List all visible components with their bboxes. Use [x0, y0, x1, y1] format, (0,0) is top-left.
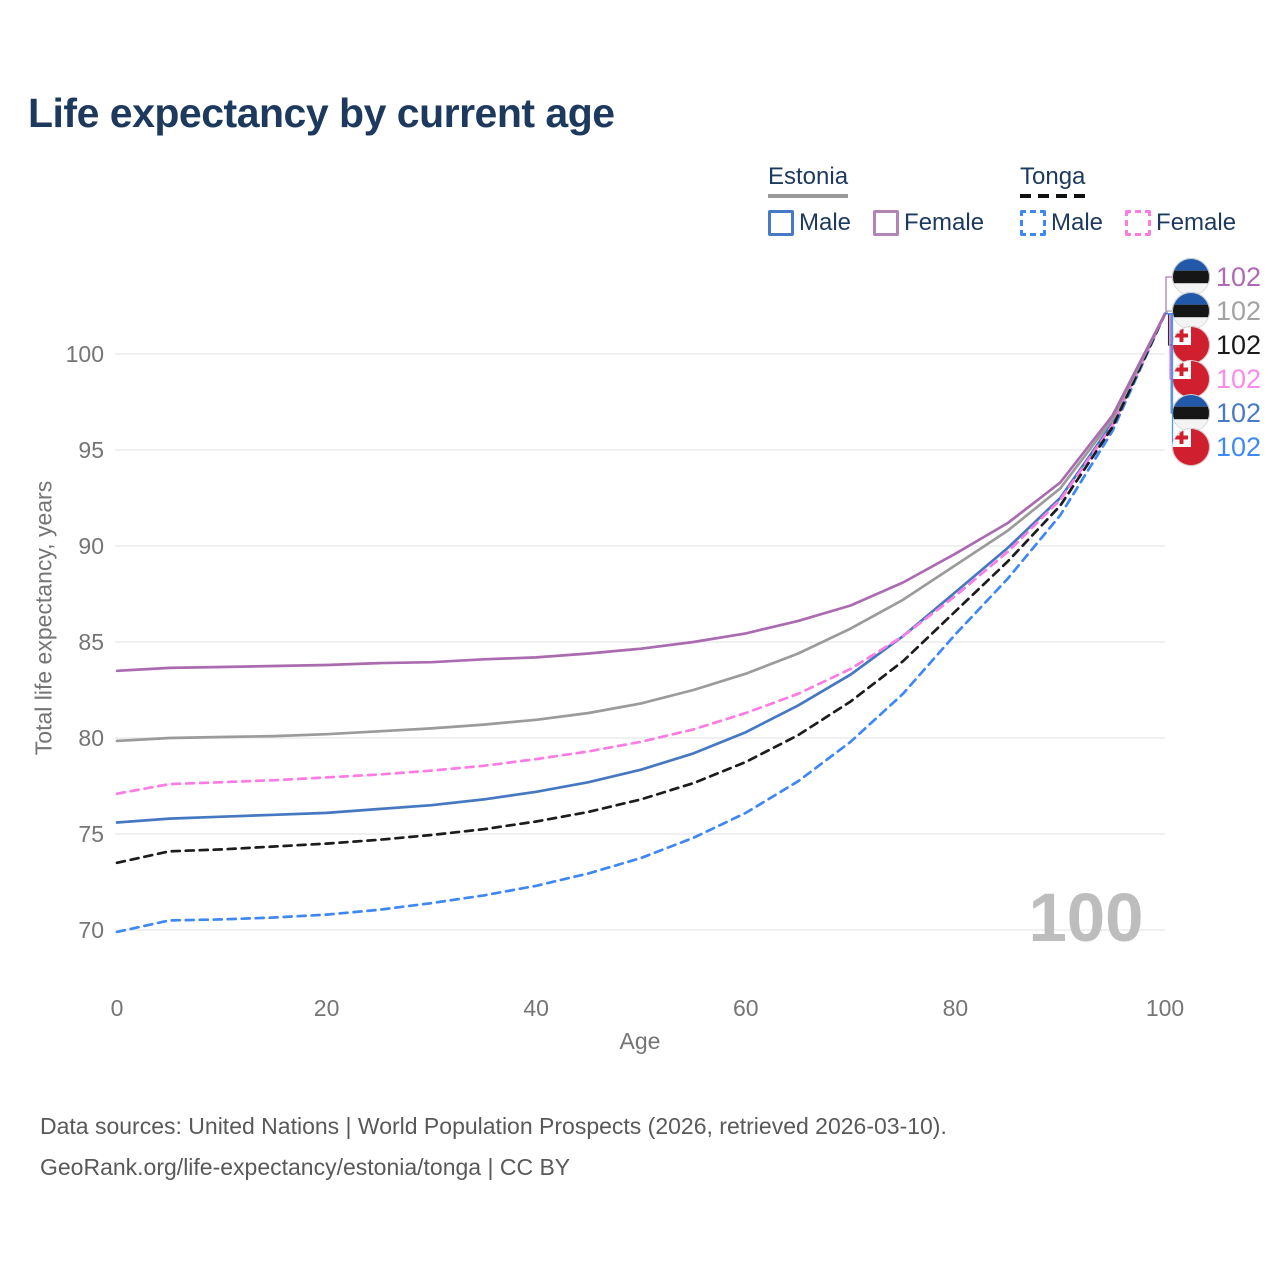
x-tick-label: 100: [1146, 995, 1184, 1021]
x-tick-label: 80: [943, 995, 969, 1021]
y-tick-label: 75: [78, 821, 104, 847]
y-tick-label: 70: [78, 917, 104, 943]
end-value-label-estonia-female: 102: [1216, 262, 1261, 292]
series-line-tonga-female[interactable]: [115, 312, 1167, 796]
end-value-label-estonia-male: 102: [1216, 398, 1261, 428]
legend-item-tonga-male[interactable]: Male: [1020, 209, 1103, 237]
end-value-label-tonga-total: 102: [1216, 330, 1261, 360]
x-tick-label: 20: [314, 995, 340, 1021]
series-line-tonga-male[interactable]: [115, 312, 1167, 934]
legend-item-estonia-male[interactable]: Male: [768, 209, 851, 237]
y-tick-label: 80: [78, 725, 104, 751]
series-line-estonia-female[interactable]: [115, 312, 1167, 673]
footer-source-line: Data sources: United Nations | World Pop…: [40, 1113, 947, 1139]
legend-group-tonga: Tonga Male Female: [1020, 163, 1236, 236]
footer: Data sources: United Nations | World Pop…: [40, 1106, 947, 1188]
page-title: Life expectancy by current age: [28, 90, 615, 136]
y-axis-title: Total life expectancy, years: [30, 480, 57, 756]
flag-icon-estonia: [1172, 292, 1210, 330]
legend-group-estonia: Estonia Male Female: [768, 163, 984, 236]
y-tick-label: 90: [78, 533, 104, 559]
x-axis-title: Age: [619, 1028, 661, 1054]
x-tick-label: 60: [733, 995, 759, 1021]
end-value-label-tonga-male: 102: [1216, 432, 1261, 462]
legend-item-label: Male: [799, 209, 852, 236]
flag-icon-tonga: [1172, 428, 1210, 466]
legend-item-estonia-female[interactable]: Female: [873, 209, 984, 237]
series-line-estonia-male[interactable]: [115, 312, 1167, 824]
tonga-female-swatch-icon: [1125, 210, 1152, 236]
flag-icon-estonia: [1172, 394, 1210, 432]
estonia-solid-line-sample: [768, 194, 849, 198]
tonga-dashed-line-sample: [1020, 194, 1086, 198]
age-counter-watermark: 100: [1028, 879, 1143, 956]
flag-icon-tonga: [1172, 326, 1210, 364]
footer-url-line: GeoRank.org/life-expectancy/estonia/tong…: [40, 1154, 571, 1180]
x-tick-label: 0: [111, 995, 124, 1021]
tonga-male-swatch-icon: [1020, 210, 1046, 236]
estonia-female-swatch-icon: [873, 210, 900, 236]
end-value-label-estonia-total: 102: [1216, 296, 1261, 326]
y-tick-label: 85: [78, 629, 104, 655]
series-line-tonga-total[interactable]: [115, 312, 1167, 865]
estonia-male-swatch-icon: [768, 210, 794, 236]
legend-item-label: Female: [904, 209, 985, 236]
legend-group-title-tonga: Tonga: [1020, 163, 1086, 190]
y-tick-label: 95: [78, 437, 104, 463]
legend-item-label: Female: [1156, 209, 1237, 236]
series-line-estonia-total[interactable]: [115, 312, 1167, 743]
legend-item-label: Male: [1051, 209, 1104, 236]
legend-group-title-estonia: Estonia: [768, 163, 849, 190]
flag-icon-estonia: [1172, 258, 1210, 296]
legend-item-tonga-female[interactable]: Female: [1125, 209, 1236, 237]
label-leader-line: [1165, 276, 1172, 315]
x-tick-label: 40: [523, 995, 549, 1021]
end-value-label-tonga-female: 102: [1216, 364, 1261, 394]
y-tick-label: 100: [66, 341, 104, 367]
flag-icon-tonga: [1172, 360, 1210, 398]
